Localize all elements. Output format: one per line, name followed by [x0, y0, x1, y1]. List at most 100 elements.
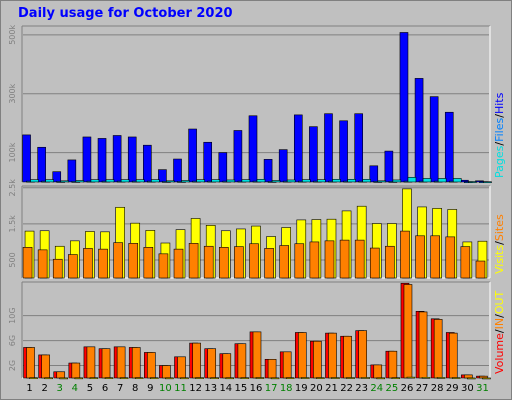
y-tick-label: 2.5k — [8, 179, 17, 197]
y-tick-label: 500k — [8, 25, 17, 45]
bar-sites — [37, 249, 48, 279]
bar-sites — [309, 241, 320, 279]
bar-in — [343, 335, 352, 379]
bar-pages — [271, 180, 281, 183]
bar-out — [104, 377, 114, 379]
y-tick-label: 100k — [8, 142, 17, 162]
x-tick-label: 21 — [325, 383, 338, 394]
bar-sites — [52, 258, 63, 279]
bar-pages — [60, 180, 70, 183]
x-tick-label: 14 — [219, 383, 232, 394]
y-tick-label: 1.5k — [8, 215, 17, 233]
legend-item: / — [493, 329, 506, 333]
bar-hits — [444, 111, 454, 183]
bar-pages — [301, 179, 311, 183]
bar-sites — [188, 243, 199, 279]
bar-pages — [151, 179, 160, 183]
bar-hits — [339, 120, 348, 183]
bar-in — [252, 331, 262, 379]
x-tick-label: 16 — [250, 383, 263, 394]
bar-sites — [68, 254, 78, 279]
x-tick-label: 11 — [174, 383, 187, 394]
x-tick-label: 25 — [386, 383, 399, 394]
bar-hits — [248, 115, 258, 183]
bar-out — [391, 377, 401, 379]
x-tick-label: 22 — [340, 383, 353, 394]
bar-in — [71, 362, 81, 379]
legend-item: Hits — [493, 92, 506, 114]
bar-sites — [264, 248, 274, 279]
bar-sites — [219, 247, 229, 279]
legend-item: Volume — [493, 333, 506, 374]
bar-in — [464, 374, 473, 379]
bar-pages — [211, 179, 221, 183]
x-tick-label: 28 — [431, 383, 444, 394]
bar-out — [376, 377, 386, 380]
bar-sites — [324, 240, 335, 279]
bar-out — [361, 377, 370, 379]
bar-sites — [430, 235, 440, 279]
bar-hits — [82, 136, 92, 183]
bar-hits — [429, 96, 439, 183]
bar-hits — [384, 150, 394, 183]
legend-item: / — [493, 314, 506, 318]
bar-sites — [83, 248, 93, 279]
bar-sites — [415, 235, 425, 279]
bar-out — [331, 377, 340, 379]
x-tick-label: 9 — [147, 383, 153, 394]
x-tick-label: 29 — [446, 383, 459, 394]
bar-out — [225, 377, 235, 380]
bar-pages — [105, 179, 115, 183]
bar-pages — [468, 181, 477, 183]
bar-out — [134, 377, 144, 379]
bar-in — [177, 356, 186, 379]
bar-sites — [294, 243, 305, 279]
bar-sites — [385, 245, 395, 279]
bar-in — [313, 340, 322, 379]
bar-in — [41, 354, 50, 379]
bar-in — [448, 332, 458, 379]
bar-pages — [317, 179, 326, 183]
bar-sites — [249, 243, 259, 279]
bar-in — [418, 311, 428, 379]
bar-sites — [400, 230, 410, 279]
bar-hits — [173, 158, 182, 183]
bar-hits — [22, 134, 31, 183]
bar-out — [195, 377, 204, 379]
y-tick-label: 6G — [8, 335, 17, 346]
bar-sites — [460, 246, 471, 279]
bar-out — [316, 377, 325, 379]
bar-in — [192, 342, 201, 379]
bar-in — [147, 352, 156, 379]
x-tick-label: 4 — [72, 383, 78, 394]
bar-pages — [437, 178, 447, 183]
bar-in — [26, 347, 35, 379]
bar-in — [297, 332, 307, 379]
bar-in — [237, 343, 247, 379]
legend-hits-files-pages: Pages/Files/Hits — [493, 92, 506, 178]
bar-hits — [188, 128, 197, 183]
bar-pages — [45, 179, 54, 183]
bar-hits — [233, 130, 243, 183]
bar-hits — [127, 136, 137, 183]
bar-hits — [97, 138, 107, 183]
chart-title: Daily usage for October 2020 — [18, 6, 233, 21]
bar-sites — [203, 245, 214, 279]
bar-out — [59, 377, 69, 380]
bar-out — [300, 377, 310, 379]
bar-pages — [422, 178, 432, 183]
legend-item: / — [493, 142, 506, 146]
bar-out — [240, 377, 250, 379]
x-tick-label: 19 — [295, 383, 308, 394]
legend-item: / — [493, 241, 506, 245]
y-tick-label: 2G — [8, 360, 17, 371]
x-tick-label: 10 — [159, 383, 172, 394]
bar-hits — [293, 114, 303, 183]
bar-sites — [475, 260, 486, 279]
bar-out — [255, 377, 265, 379]
bar-out — [482, 377, 491, 380]
x-tick-label: 1 — [26, 383, 32, 394]
bar-in — [358, 330, 367, 379]
x-tick-label: 13 — [204, 383, 217, 394]
